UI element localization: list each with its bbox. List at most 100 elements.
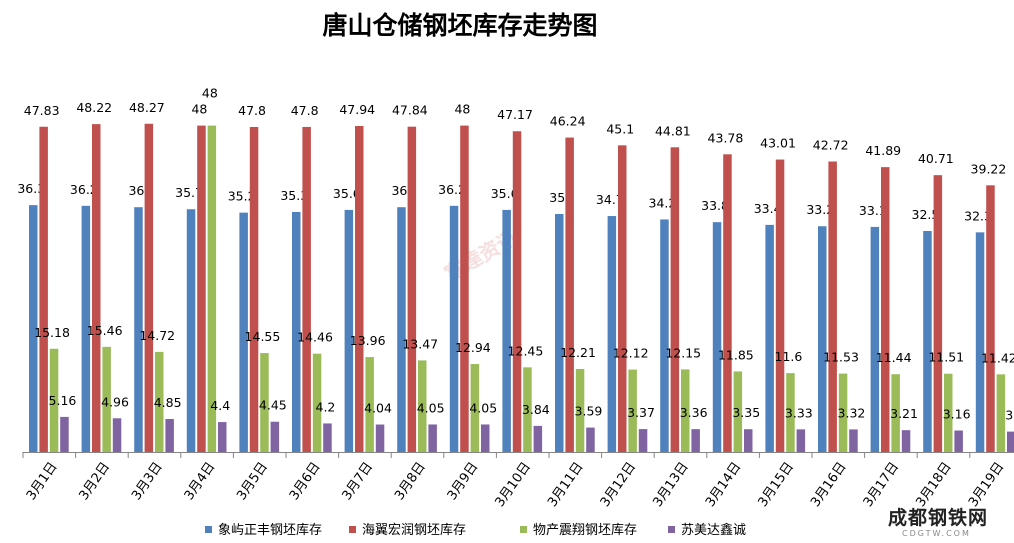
x-tick-label: 3月10日 [493,460,534,510]
logo-main-text: 成都钢铁网 [888,507,989,529]
bar-3-3月5日 [260,353,269,452]
x-tick-label: 3月8日 [392,460,429,503]
data-label: 11.53 [823,350,859,365]
data-label: 36 [128,183,144,198]
bar-2-3月10日 [512,131,522,452]
x-tick-label: 3月2日 [76,460,113,503]
data-label: 43.78 [708,130,744,145]
bar-2-3月16日 [828,161,837,452]
bar-2-3月18日 [933,175,943,452]
data-label: 48.27 [129,100,165,115]
bar-3-3月2日 [102,346,111,452]
data-label: 12.15 [665,345,701,360]
data-label: 14.55 [245,329,281,344]
data-label: 11.42 [981,350,1014,365]
data-label: 44.81 [655,123,691,138]
data-label: 12.12 [613,346,649,361]
data-label: 14.46 [297,330,333,345]
legend-swatch [668,526,675,533]
bar-2-3月8日 [407,126,417,453]
bar-1-3月7日 [344,209,354,452]
x-tick-label: 3月17日 [861,460,902,510]
data-label: 12.45 [508,343,544,358]
chart-title: 唐山仓储钢坯库存走势图 [322,11,598,40]
x-tick-label: 3月1日 [24,460,61,503]
x-tick-label: 3月4日 [182,460,219,503]
data-label: 47.94 [339,102,375,117]
legend-swatch [349,526,356,533]
legend-label: 物产震翔钢坯库存 [533,522,637,538]
bar-1-3月8日 [397,207,406,452]
bar-3-3月7日 [365,357,374,452]
bar-2-3月6日 [302,126,311,453]
x-tick-label: 3月3日 [129,460,166,503]
data-label: 45.1 [606,121,634,136]
data-label: 3.35 [732,405,760,420]
x-tick-label: 3月9日 [445,460,482,503]
bar-4-3月2日 [112,418,122,452]
data-label: 11.6 [775,349,803,364]
data-label: 33.1 [859,203,887,218]
data-label: 3.21 [890,406,918,421]
data-label: 3.16 [943,407,971,422]
bar-4-3月1日 [60,416,69,452]
bar-3-3月15日 [786,373,795,452]
bar-4-3月11日 [586,427,595,452]
bar-4-3月16日 [849,429,858,452]
data-label: 3.32 [838,405,866,420]
bar-4-3月8日 [428,424,437,452]
bar-1-3月1日 [29,205,38,452]
bar-3-3月13日 [681,369,690,452]
data-label: 5.16 [49,393,77,408]
logo-sub-text: CDGTW.COM [902,529,971,538]
bar-3-3月16日 [838,373,848,452]
data-label: 39.22 [971,161,1007,176]
bar-2-3月2日 [92,124,101,452]
bar-4-3月17日 [901,430,911,452]
bar-2-3月17日 [881,167,890,452]
bar-2-3月4日 [197,125,206,452]
data-label: 35 [549,190,565,205]
bar-1-3月5日 [239,212,248,452]
bar-2-3月9日 [460,125,469,452]
data-label: 13.96 [350,333,386,348]
data-label: 11.44 [876,350,912,365]
bar-4-3月18日 [954,430,963,452]
data-label: 46.24 [550,114,586,129]
bar-2-3月3日 [144,123,154,452]
data-label: 11.85 [718,347,754,362]
bar-4-3月13日 [691,429,700,452]
data-label: 48 [191,102,207,117]
data-label: 13.47 [402,336,438,351]
x-tick-label: 3月19日 [966,460,1007,510]
data-label: 35.3 [280,188,308,203]
data-label: 4.45 [259,398,287,413]
bar-4-3月7日 [375,424,385,452]
data-label: 3.84 [522,402,550,417]
bar-2-3月5日 [249,126,259,453]
data-label: 15.46 [87,323,123,338]
legend-swatch [520,526,527,533]
data-label: 42.72 [813,138,849,153]
data-label: 4.05 [469,400,497,415]
data-label: 3.36 [680,405,708,420]
x-tick-label: 3月12日 [598,460,639,510]
bar-2-3月15日 [775,159,785,453]
bar-3-3月1日 [49,348,59,452]
bar-1-3月16日 [818,226,827,452]
bar-1-3月9日 [449,205,459,452]
bar-1-3月6日 [292,211,301,452]
legend-label: 象屿正丰钢坯库存 [218,522,322,538]
data-label: 14.72 [139,328,175,343]
bar-2-3月7日 [355,126,364,453]
bar-3-3月3日 [155,351,164,452]
data-label: 15.18 [34,325,70,340]
legend-label: 海翼宏润钢坯库存 [362,522,466,538]
legend-swatch [205,526,212,533]
bar-4-3月15日 [796,429,806,452]
bar-3-3月8日 [418,360,427,452]
data-label: 47.84 [392,103,428,118]
data-label: 47.8 [291,103,319,118]
data-label: 35.7 [175,185,203,200]
